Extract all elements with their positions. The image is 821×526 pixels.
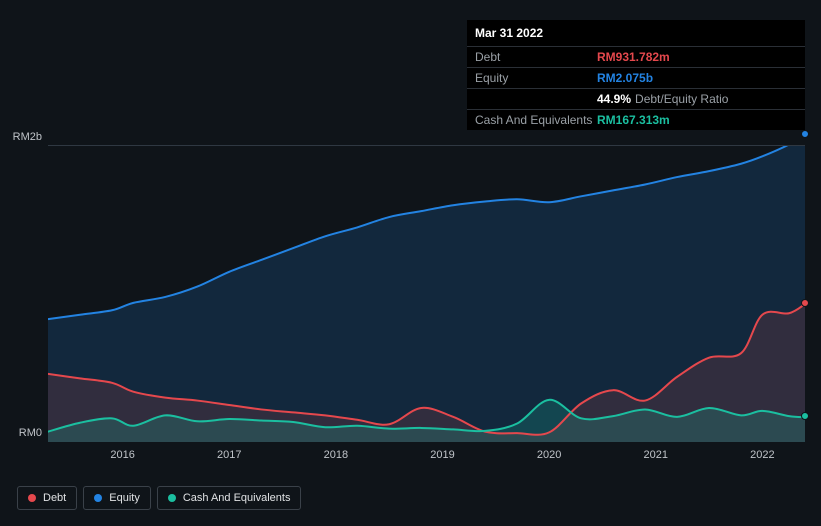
legend-dot — [28, 494, 36, 502]
x-axis-label: 2017 — [217, 449, 241, 461]
legend-label: Cash And Equivalents — [183, 492, 291, 504]
tooltip-extra: Debt/Equity Ratio — [635, 92, 728, 106]
tooltip-label: Cash And Equivalents — [475, 113, 597, 127]
x-axis-label: 2019 — [430, 449, 454, 461]
y-axis-label: RM0 — [0, 427, 42, 439]
tooltip-row: DebtRM931.782m — [467, 47, 805, 68]
x-axis-label: 2021 — [643, 449, 667, 461]
legend-item-debt[interactable]: Debt — [17, 486, 77, 510]
legend-dot — [94, 494, 102, 502]
tooltip-label: Equity — [475, 71, 597, 85]
tooltip-date: Mar 31 2022 — [467, 20, 805, 47]
plot-area — [48, 145, 805, 441]
chart-legend: Debt Equity Cash And Equivalents — [17, 486, 301, 510]
tooltip-row: EquityRM2.075b — [467, 68, 805, 89]
tooltip-value: RM931.782m — [597, 50, 670, 64]
x-axis-label: 2018 — [324, 449, 348, 461]
tooltip-label: Debt — [475, 50, 597, 64]
x-axis-label: 2016 — [110, 449, 134, 461]
y-axis-label: RM2b — [0, 131, 42, 143]
tooltip-value: RM167.313m — [597, 113, 670, 127]
legend-item-cash[interactable]: Cash And Equivalents — [157, 486, 302, 510]
tooltip-row: 44.9% Debt/Equity Ratio — [467, 89, 805, 110]
legend-label: Equity — [109, 492, 140, 504]
tooltip-value: 44.9% — [597, 92, 631, 106]
chart-tooltip: Mar 31 2022 DebtRM931.782mEquityRM2.075b… — [467, 20, 805, 130]
legend-dot — [168, 494, 176, 502]
chart-svg — [48, 146, 805, 442]
debt-end-marker — [801, 299, 809, 307]
legend-label: Debt — [43, 492, 66, 504]
tooltip-row: Cash And EquivalentsRM167.313m — [467, 110, 805, 130]
cash-end-marker — [801, 412, 809, 420]
tooltip-value: RM2.075b — [597, 71, 653, 85]
x-axis-label: 2022 — [750, 449, 774, 461]
legend-item-equity[interactable]: Equity — [83, 486, 151, 510]
equity-end-marker — [801, 130, 809, 138]
x-axis-label: 2020 — [537, 449, 561, 461]
financial-history-chart: Mar 31 2022 DebtRM931.782mEquityRM2.075b… — [0, 0, 821, 526]
